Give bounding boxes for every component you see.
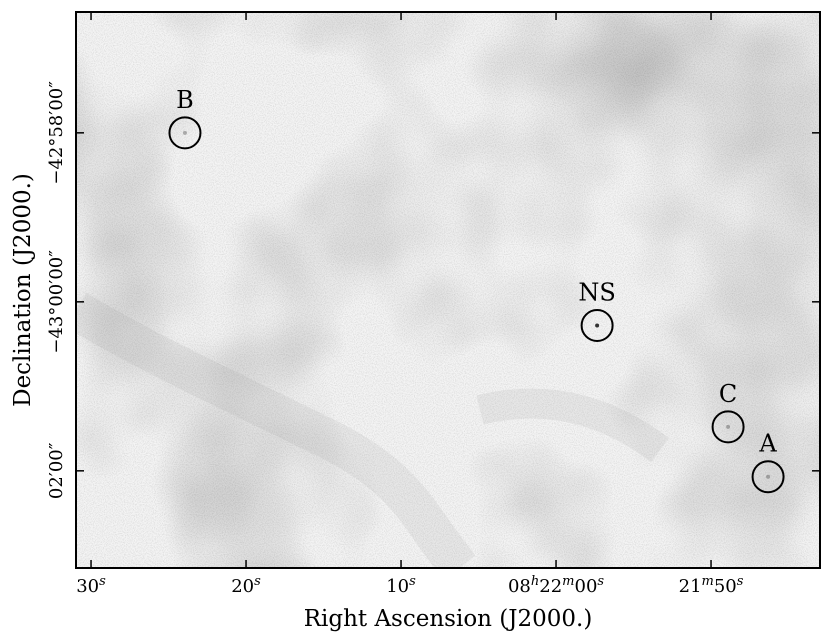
x-tick-label: 21m50s: [679, 574, 744, 597]
source-dot: [595, 323, 600, 328]
sky-image: [76, 12, 820, 568]
plot-frame: [75, 11, 821, 569]
source-marker: [580, 308, 614, 342]
source-marker: [711, 410, 745, 444]
y-tick-label: −43°00′00″: [46, 250, 67, 354]
y-tick-label: 02′00″: [46, 442, 67, 499]
y-axis-label: Declination (J2000.): [10, 173, 36, 407]
source-dot: [766, 474, 771, 479]
source-dot: [182, 130, 187, 135]
x-tick-label: 30s: [76, 574, 106, 597]
x-tick-label: 08h22m00s: [508, 574, 604, 597]
source-label: C: [719, 380, 737, 408]
source-label: A: [758, 430, 777, 458]
x-tick-label: 10s: [386, 574, 416, 597]
source-dot: [726, 424, 731, 429]
source-label: B: [176, 86, 194, 114]
source-marker: [751, 460, 785, 494]
source-marker: [168, 116, 202, 150]
source-label: NS: [578, 278, 615, 306]
x-tick-label: 20s: [231, 574, 261, 597]
x-axis-label: Right Ascension (J2000.): [304, 606, 593, 632]
y-tick-label: −42°58′00″: [46, 81, 67, 185]
